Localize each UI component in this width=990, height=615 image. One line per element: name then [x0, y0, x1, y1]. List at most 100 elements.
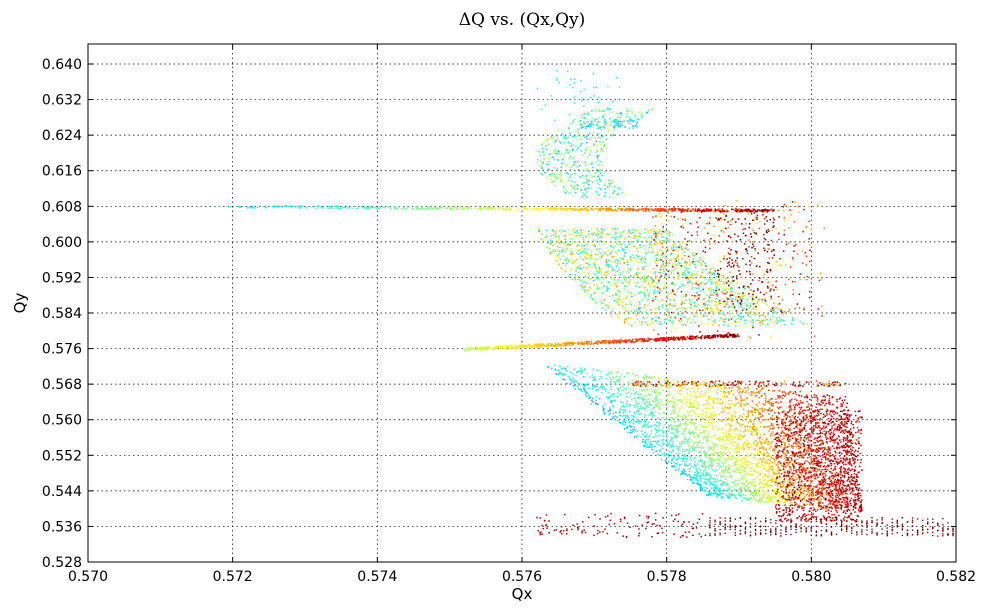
scatter-point — [624, 341, 627, 343]
scatter-point — [693, 315, 696, 317]
scatter-point — [543, 154, 545, 156]
scatter-point — [624, 237, 627, 239]
scatter-point — [847, 420, 849, 422]
scatter-point — [687, 438, 689, 441]
scatter-point — [646, 323, 649, 326]
scatter-point — [629, 420, 631, 423]
scatter-point — [726, 291, 728, 293]
scatter-point — [778, 216, 780, 218]
scatter-point — [678, 261, 680, 264]
scatter-point — [375, 206, 377, 209]
scatter-point — [621, 120, 624, 123]
scatter-point — [567, 126, 570, 129]
scatter-point — [584, 127, 587, 130]
scatter-point — [751, 298, 754, 300]
scatter-point — [679, 265, 682, 267]
scatter-point — [710, 453, 713, 455]
scatter-point — [848, 509, 851, 512]
scatter-point — [599, 126, 602, 129]
scatter-point — [708, 296, 711, 299]
scatter-point — [764, 300, 767, 302]
scatter-point — [642, 316, 645, 319]
scatter-point — [558, 242, 560, 244]
scatter-point — [722, 276, 725, 279]
scatter-point — [510, 347, 512, 349]
scatter-point — [647, 109, 650, 112]
scatter-point — [638, 321, 640, 324]
scatter-point — [628, 281, 631, 284]
scatter-point — [690, 477, 693, 480]
scatter-point — [664, 230, 666, 233]
scatter-point — [643, 306, 645, 309]
scatter-point — [634, 209, 636, 211]
scatter-point — [708, 274, 711, 276]
scatter-point — [722, 445, 725, 447]
scatter-point — [821, 447, 823, 449]
scatter-point — [701, 271, 704, 274]
scatter-point — [615, 383, 617, 386]
scatter-point — [739, 303, 742, 305]
scatter-point — [592, 209, 595, 211]
scatter-point — [751, 479, 753, 481]
scatter-point — [637, 312, 640, 314]
scatter-point — [688, 279, 691, 281]
scatter-point — [692, 208, 694, 210]
scatter-point — [725, 214, 727, 217]
scatter-point — [730, 249, 732, 251]
scatter-point — [667, 274, 669, 277]
scatter-point — [587, 125, 590, 128]
scatter-point — [671, 338, 674, 340]
scatter-point — [679, 321, 681, 324]
scatter-point — [766, 268, 769, 271]
scatter-point — [667, 337, 670, 340]
scatter-point — [567, 136, 570, 139]
scatter-point — [714, 209, 717, 212]
scatter-point — [807, 403, 810, 405]
scatter-point — [618, 269, 620, 271]
scatter-point — [570, 247, 573, 250]
scatter-point — [673, 456, 676, 459]
scatter-point — [724, 387, 726, 389]
scatter-point — [586, 182, 589, 184]
scatter-point — [672, 290, 674, 292]
scatter-point — [609, 252, 612, 255]
scatter-point — [550, 241, 553, 244]
scatter-point — [522, 346, 525, 348]
scatter-point — [718, 288, 721, 291]
scatter-point — [603, 109, 606, 112]
scatter-point — [670, 208, 673, 211]
scatter-point — [585, 262, 587, 264]
scatter-point — [677, 256, 680, 258]
scatter-point — [707, 239, 710, 241]
scatter-point — [650, 445, 652, 448]
scatter-point — [664, 256, 667, 258]
scatter-point — [632, 254, 634, 256]
scatter-point — [668, 264, 670, 266]
scatter-point — [843, 449, 846, 452]
scatter-point — [598, 265, 600, 267]
scatter-point — [728, 257, 731, 260]
scatter-point — [569, 123, 572, 125]
scatter-point — [654, 271, 656, 273]
scatter-point — [620, 401, 622, 403]
scatter-point — [548, 345, 550, 347]
scatter-point — [672, 455, 675, 457]
scatter-point — [750, 430, 753, 433]
scatter-point — [547, 207, 549, 209]
scatter-point — [470, 208, 473, 210]
scatter-point — [416, 206, 418, 209]
scatter-point — [852, 446, 854, 449]
scatter-point — [692, 277, 695, 280]
scatter-point — [683, 209, 685, 211]
scatter-point — [631, 120, 634, 122]
scatter-point — [565, 151, 567, 154]
scatter-point — [665, 230, 668, 232]
scatter-point — [624, 126, 626, 128]
scatter-point — [615, 342, 618, 344]
scatter-point — [589, 343, 592, 345]
scatter-point — [695, 282, 697, 285]
scatter-point — [704, 304, 706, 307]
scatter-point — [555, 207, 557, 210]
scatter-point — [762, 314, 764, 316]
scatter-point — [700, 282, 702, 284]
